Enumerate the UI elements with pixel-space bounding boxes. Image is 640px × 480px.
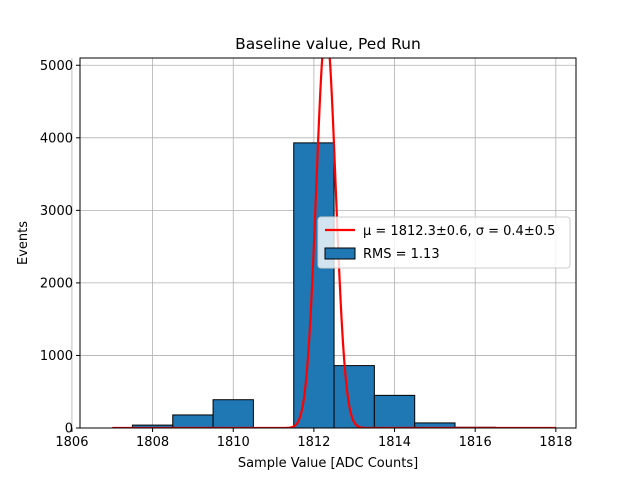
legend-fit-label: μ = 1812.3±0.6, σ = 0.4±0.5 <box>363 224 555 239</box>
chart-title: Baseline value, Ped Run <box>235 35 421 53</box>
x-tick-label: 1808 <box>136 435 169 450</box>
y-axis-title: Events <box>16 221 31 265</box>
legend-hist-label: RMS = 1.13 <box>363 247 440 262</box>
x-axis-ticks: 1806 1808 1810 1812 1814 1816 1818 <box>55 428 572 450</box>
y-tick-label: 4000 <box>40 131 73 146</box>
histogram-bar <box>333 365 375 429</box>
histogram-bar <box>172 414 214 429</box>
histogram-bar <box>293 142 335 429</box>
histogram-bar <box>212 399 254 429</box>
histogram-bars <box>131 142 496 429</box>
legend: μ = 1812.3±0.6, σ = 0.4±0.5 RMS = 1.13 <box>317 216 571 269</box>
x-tick-label: 1814 <box>378 435 411 450</box>
y-tick-label: 1000 <box>40 349 73 364</box>
fit-curve <box>112 58 556 428</box>
x-tick-label: 1816 <box>459 435 492 450</box>
legend-hist-swatch <box>324 247 356 260</box>
x-axis-title: Sample Value [ADC Counts] <box>238 456 418 471</box>
x-tick-label: 1806 <box>55 435 88 450</box>
legend-box <box>317 216 571 269</box>
plot-frame <box>79 57 577 429</box>
y-tick-label: 2000 <box>40 276 73 291</box>
x-tick-label: 1810 <box>217 435 250 450</box>
y-tick-label: 0 <box>65 422 73 437</box>
y-axis-ticks: 0 1000 2000 3000 4000 5000 <box>40 59 80 437</box>
histogram-bar <box>373 394 416 429</box>
x-tick-label: 1818 <box>539 435 572 450</box>
y-tick-label: 5000 <box>40 59 73 74</box>
gaussian-fit <box>112 58 556 428</box>
y-tick-label: 3000 <box>40 204 73 219</box>
x-tick-label: 1812 <box>297 435 330 450</box>
